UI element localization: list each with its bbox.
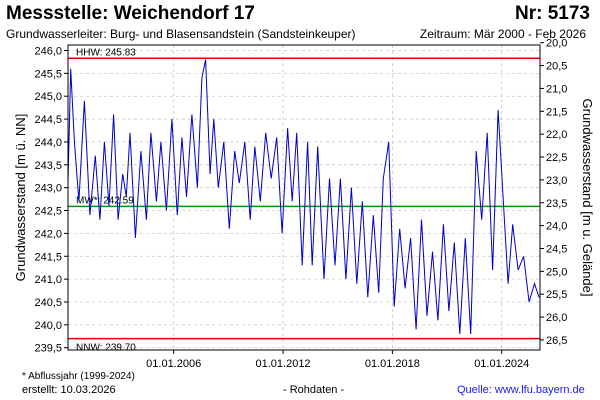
station-number: Nr: 5173 [515,3,590,24]
plot-frame [67,44,541,351]
aquifer-label: Grundwasserleiter: Burg- und Blasensands… [6,27,356,41]
y2-tick-label: 24,0 [546,221,567,233]
nnw-label: NNW: 239.70 [76,343,136,354]
x-tick-label: 01.01.2006 [146,358,201,370]
y2-tick-label: 24,5 [546,243,567,255]
y2-tick-label: 23,0 [546,175,567,187]
y2-tick-label: 21,5 [546,106,567,118]
y-tick-label: 240,0 [34,320,62,332]
y-tick-label: 243,5 [34,160,62,172]
y2-tick-label: 25,0 [546,266,567,278]
x-tick-label: 01.01.2024 [474,358,529,370]
hhw-label: HHW: 245.83 [76,47,136,58]
created-date: erstellt: 10.03.2026 [22,384,116,396]
mw-label: MW*: 242.59 [76,195,134,206]
y2-axis-label: Grundwasserstand [m u. Gelände] [580,99,595,297]
x-tick-label: 01.01.2012 [256,358,311,370]
y-tick-label: 243,0 [34,183,62,195]
source-link[interactable]: Quelle: www.lfu.bayern.de [457,384,585,396]
period-label: Zeitraum: Mär 2000 - Feb 2026 [419,27,586,41]
y-axis-label: Grundwasserstand [m ü. NN] [13,114,28,282]
y-tick-label: 244,0 [34,137,62,149]
x-tick-label: 01.01.2018 [365,358,420,370]
y2-tick-label: 21,0 [546,83,567,95]
y2-tick-label: 23,5 [546,198,567,210]
y-tick-label: 239,5 [34,343,62,355]
y2-tick-label: 20,5 [546,61,567,73]
y-tick-label: 246,0 [34,45,62,57]
y2-tick-label: 25,5 [546,289,567,301]
y2-tick-label: 20,0 [546,38,567,50]
y-tick-label: 242,5 [34,206,62,218]
y-tick-label: 245,0 [34,91,62,103]
page-title: Messstelle: Weichendorf 17 [6,3,255,24]
y-tick-label: 240,5 [34,297,62,309]
y2-tick-label: 26,0 [546,312,567,324]
raw-data-note: - Rohdaten - [283,384,345,396]
axes: 246,0 245,5 245,0 244,5 244,0 243,5 243,0 242,5… [34,38,567,370]
y-tick-label: 241,5 [34,251,62,263]
y-tick-label: 242,0 [34,228,62,240]
y2-tick-label: 26,5 [546,335,567,347]
y2-tick-label: 22,5 [546,152,567,164]
y-tick-label: 245,5 [34,68,62,80]
y-tick-label: 244,5 [34,114,62,126]
y2-tick-label: 22,0 [546,129,567,141]
y-tick-label: 241,0 [34,274,62,286]
footnote: * Abflussjahr (1999-2024) [22,371,135,382]
groundwater-level-series [67,59,540,335]
